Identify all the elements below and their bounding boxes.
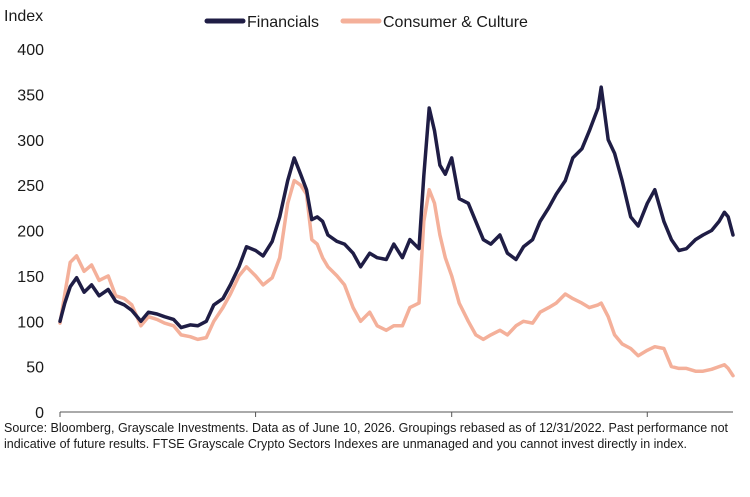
series-lines <box>58 85 735 378</box>
line-chart: Index 0 50 100 150 200 250 300 350 400 202320242… <box>4 8 735 420</box>
y-tick-label: 350 <box>17 87 44 104</box>
legend-label-financials: Financials <box>247 14 319 31</box>
y-tick-label: 200 <box>17 224 44 241</box>
series-line-financials <box>58 85 735 330</box>
series-line-consumer-culture <box>58 178 735 378</box>
y-axis-title: Index <box>4 8 43 25</box>
y-tick-label: 50 <box>26 360 44 377</box>
y-tick-label: 250 <box>17 178 44 195</box>
source-note: Source: Bloomberg, Grayscale Investments… <box>4 421 729 451</box>
y-tick-label: 100 <box>17 314 44 331</box>
y-tick-label: 300 <box>17 133 44 150</box>
y-tick-label: 0 <box>35 405 44 420</box>
legend-label-consumer-culture: Consumer & Culture <box>383 14 528 31</box>
y-tick-label: 150 <box>17 269 44 286</box>
legend: Financials Consumer & Culture <box>204 14 528 31</box>
x-axis-ticks: 2023202420252026 <box>59 412 648 417</box>
y-tick-label: 400 <box>17 42 44 59</box>
y-axis-ticks: 0 50 100 150 200 250 300 350 400 <box>17 42 44 420</box>
